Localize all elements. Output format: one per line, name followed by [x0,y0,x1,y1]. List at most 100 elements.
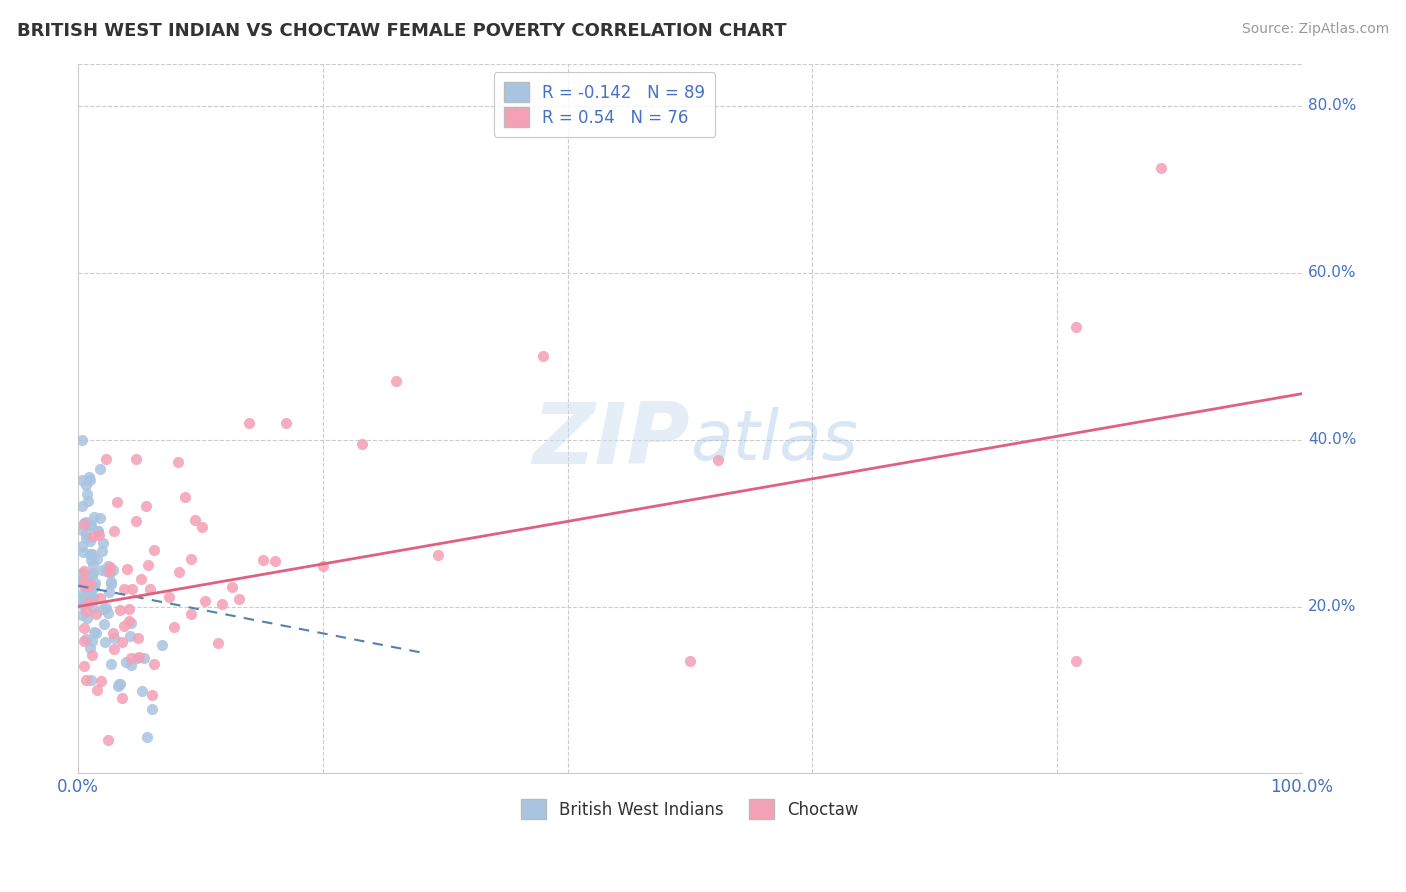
Point [157,590,180,604]
Point [80,582,103,596]
Legend: British West Indians, Choctaw: British West Indians, Choctaw [515,793,866,825]
Point [73,575,96,590]
Point [70,574,93,588]
Point [70,539,93,553]
Point [75,527,97,541]
Point [84,576,107,591]
Point [75,632,97,647]
Point [141,701,163,715]
Text: 20.0%: 20.0% [1308,599,1357,614]
Point [70,607,93,622]
Point [97,733,120,747]
Point [108,677,131,691]
Point [72,594,94,608]
Point [80,568,103,582]
Point [118,601,141,615]
Point [134,650,156,665]
Point [207,636,229,650]
Point [211,597,233,611]
Point [167,566,190,580]
Point [94,635,117,649]
Point [70,566,93,580]
Point [121,582,143,597]
Point [385,374,408,388]
Point [1150,161,1173,176]
Point [83,578,105,592]
Point [124,451,146,466]
Point [70,473,93,487]
Point [142,657,165,672]
Point [252,552,274,566]
Point [125,514,148,528]
Point [82,590,104,604]
Point [101,626,124,640]
Point [110,602,132,616]
Point [79,533,101,548]
Point [75,532,97,546]
Point [93,602,115,616]
Point [80,590,103,604]
Point [70,587,93,601]
Point [89,462,111,476]
Point [77,470,100,484]
Point [135,500,157,514]
Point [72,599,94,613]
Point [79,473,101,487]
Point [125,651,148,665]
Point [70,575,93,590]
Point [100,575,122,590]
Point [1064,654,1087,668]
Point [80,553,103,567]
Point [76,611,98,625]
Point [75,604,97,618]
Point [531,349,554,363]
Point [86,682,108,697]
Point [73,659,96,673]
Point [80,648,103,662]
Point [128,650,150,665]
Point [77,585,100,599]
Point [73,564,96,578]
Point [98,566,121,581]
Point [79,640,101,655]
Point [79,576,101,591]
Point [91,535,114,549]
Point [111,691,134,706]
Point [80,547,103,561]
Point [107,679,129,693]
Point [89,528,111,542]
Point [80,579,103,593]
Point [93,617,115,632]
Point [70,433,93,447]
Point [80,673,103,688]
Point [82,601,104,615]
Point [221,581,243,595]
Point [103,641,125,656]
Text: Source: ZipAtlas.com: Source: ZipAtlas.com [1241,22,1389,37]
Point [100,577,122,591]
Point [73,634,96,648]
Point [94,600,117,615]
Point [263,554,285,568]
Point [1064,320,1087,334]
Point [80,518,103,533]
Point [167,455,190,469]
Point [70,524,93,538]
Point [135,731,157,745]
Point [82,529,104,543]
Point [120,651,142,665]
Point [83,510,105,524]
Point [97,564,120,578]
Point [98,559,121,574]
Point [87,524,110,538]
Point [83,580,105,594]
Point [115,655,138,669]
Point [84,607,107,622]
Point [183,513,205,527]
Point [180,551,202,566]
Point [86,551,108,566]
Text: BRITISH WEST INDIAN VS CHOCTAW FEMALE POVERTY CORRELATION CHART: BRITISH WEST INDIAN VS CHOCTAW FEMALE PO… [17,22,786,40]
Point [120,615,142,630]
Point [90,673,112,688]
Point [107,677,129,691]
